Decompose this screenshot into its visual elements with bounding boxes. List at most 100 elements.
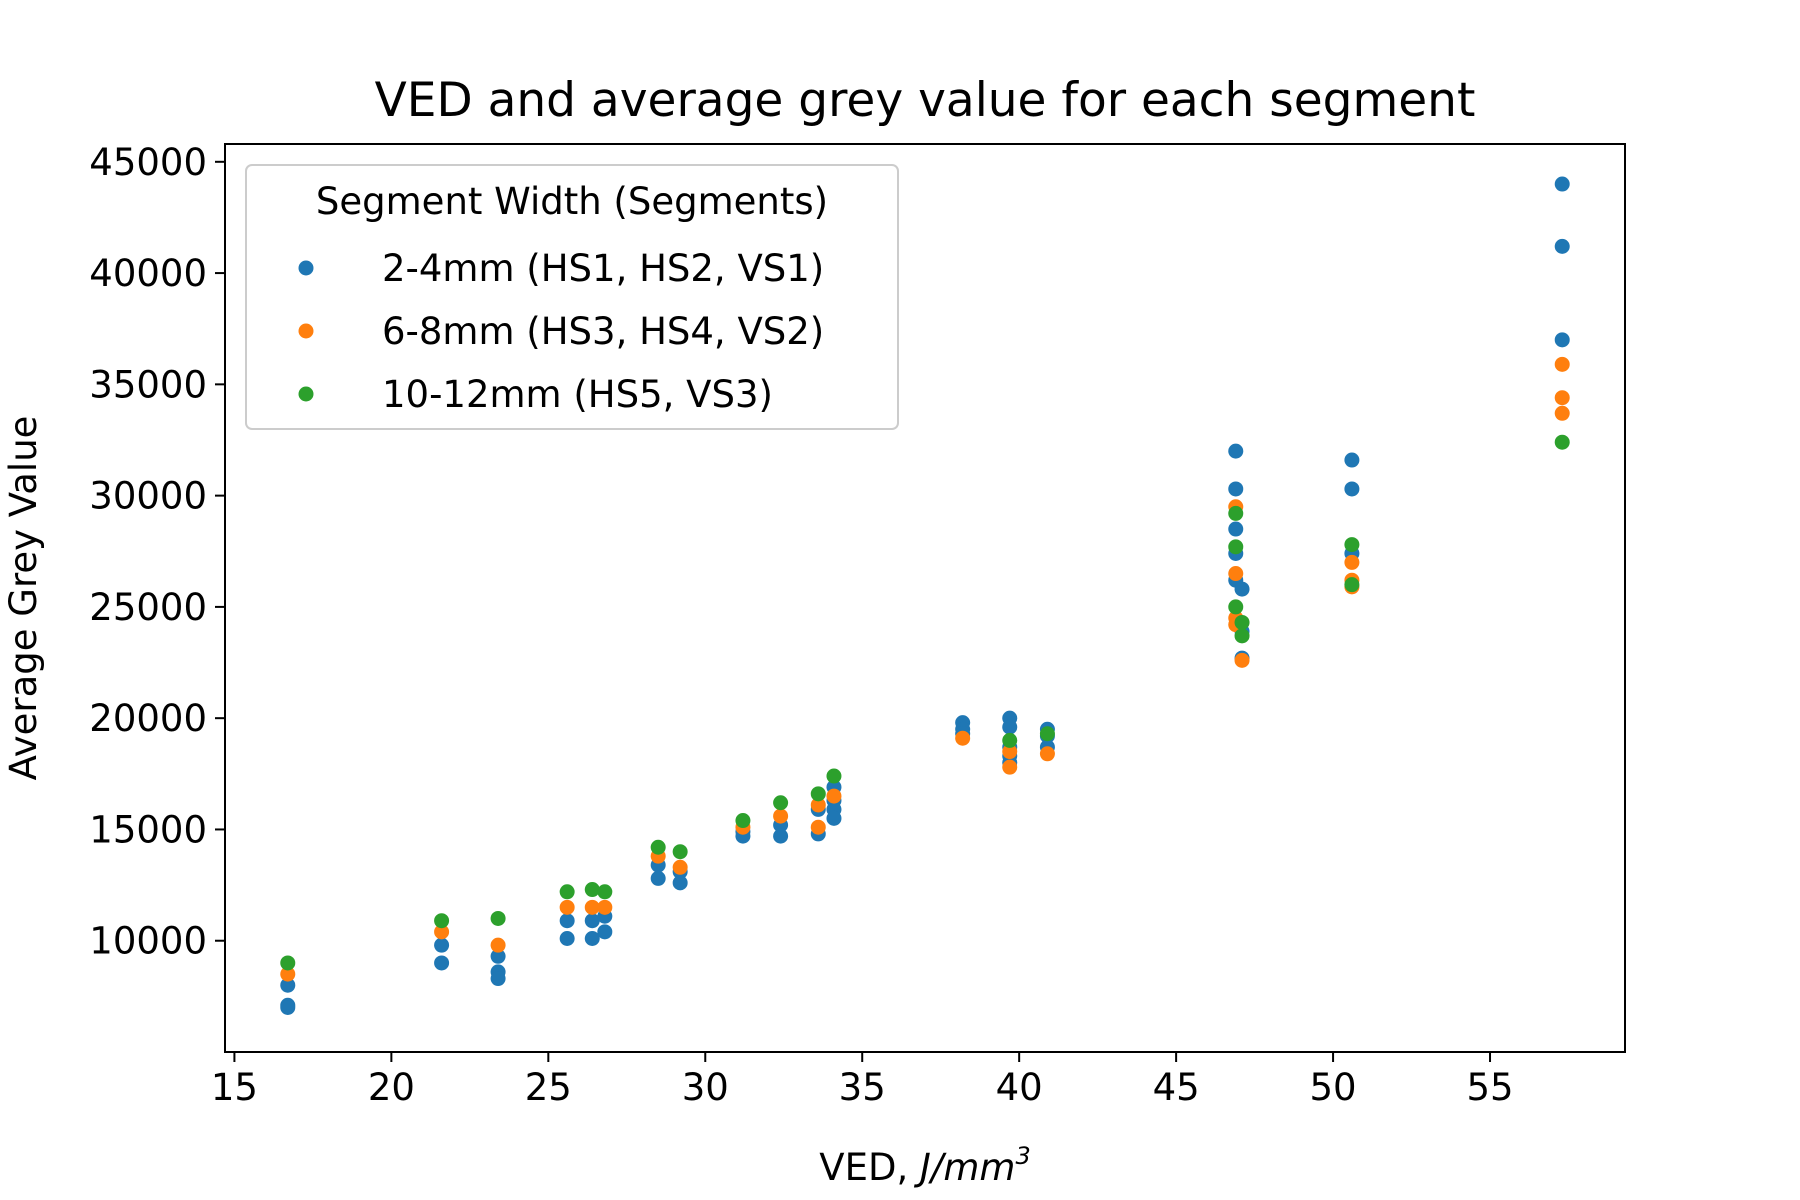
- x-axis-label-main: VED,: [819, 1146, 920, 1189]
- scatter-point: [672, 844, 688, 860]
- scatter-point: [434, 924, 450, 940]
- scatter-point: [773, 808, 789, 824]
- y-axis: 10000 15000 20000 25000 30000 35000 40000 45000: [89, 141, 225, 963]
- scatter-point: [1234, 628, 1250, 644]
- scatter-point: [1234, 581, 1250, 597]
- scatter-point: [650, 870, 666, 886]
- scatter-point: [1554, 434, 1570, 450]
- scatter-point: [1002, 732, 1018, 748]
- legend: Segment Width (Segments) 2-4mm (HS1, HS2…: [245, 164, 899, 430]
- scatter-point: [434, 913, 450, 929]
- scatter-point: [1228, 481, 1244, 497]
- scatter-point: [1228, 599, 1244, 615]
- x-tick-label: 45: [1153, 1066, 1200, 1109]
- plot-area: 15 20 25 30 35 40 45 50 55 10000 15000 20000 25000 3…: [89, 141, 1626, 1109]
- scatter-point: [597, 899, 613, 915]
- scatter-point: [773, 795, 789, 811]
- series-2: [280, 434, 1570, 971]
- scatter-point: [826, 810, 842, 826]
- scatter-point: [1344, 554, 1360, 570]
- scatter-point: [1554, 332, 1570, 348]
- scatter-point: [1344, 481, 1360, 497]
- y-axis-label: Average Grey Value: [2, 416, 45, 781]
- scatter-point: [1228, 539, 1244, 555]
- series-1: [280, 356, 1570, 982]
- x-tick-label: 15: [211, 1066, 258, 1109]
- legend-label: 10-12mm (HS5, VS3): [382, 373, 773, 416]
- y-tick-label: 40000: [89, 252, 207, 295]
- x-tick-label: 20: [368, 1066, 415, 1109]
- scatter-point: [810, 819, 826, 835]
- scatter-point: [826, 788, 842, 804]
- scatter-point: [280, 966, 296, 982]
- scatter-point: [559, 884, 575, 900]
- scatter-point: [597, 884, 613, 900]
- scatter-point: [1344, 537, 1360, 553]
- legend-marker: [298, 323, 314, 339]
- scatter-point: [280, 955, 296, 971]
- scatter-point: [1234, 652, 1250, 668]
- scatter-point: [559, 931, 575, 946]
- scatter-point: [280, 977, 296, 993]
- scatter-point: [490, 971, 506, 987]
- scatter-point: [1344, 577, 1360, 593]
- scatter-point: [650, 839, 666, 855]
- y-tick-label: 25000: [89, 586, 207, 629]
- legend-marker: [298, 260, 314, 276]
- x-axis-label-unit: J/mm: [913, 1146, 1015, 1189]
- legend-marker: [298, 386, 314, 402]
- scatter-point: [490, 910, 506, 926]
- scatter-point: [584, 899, 600, 915]
- scatter-point: [597, 924, 613, 940]
- scatter-point: [1554, 238, 1570, 254]
- scatter-point: [584, 882, 600, 898]
- data-points: [280, 176, 1570, 1015]
- legend-label: 6-8mm (HS3, HS4, VS2): [382, 310, 824, 353]
- x-tick-label: 40: [996, 1066, 1043, 1109]
- scatter-point: [810, 786, 826, 802]
- scatter-point: [584, 913, 600, 929]
- chart-title: VED and average grey value for each segm…: [375, 73, 1476, 128]
- plot-frame: [224, 143, 1626, 1053]
- scatter-point: [559, 899, 575, 915]
- x-tick-label: 50: [1310, 1066, 1357, 1109]
- scatter-point: [434, 937, 450, 953]
- scatter-point: [672, 875, 688, 891]
- scatter-point: [735, 813, 751, 829]
- legend-frame: [245, 164, 899, 430]
- y-tick-label: 35000: [89, 363, 207, 406]
- x-axis: 15 20 25 30 35 40 45 50 55: [211, 1052, 1514, 1109]
- scatter-point: [672, 859, 688, 875]
- scatter-point: [1228, 505, 1244, 521]
- y-tick-label: 30000: [89, 475, 207, 518]
- y-tick-label: 15000: [89, 808, 207, 851]
- scatter-point: [1002, 744, 1018, 760]
- scatter-point: [1554, 356, 1570, 372]
- scatter-point: [1002, 759, 1018, 775]
- scatter-point: [1554, 390, 1570, 406]
- legend-label: 2-4mm (HS1, HS2, VS1): [382, 247, 824, 290]
- x-axis-label: VED, J/mm3: [819, 1142, 1030, 1189]
- scatter-point: [280, 999, 296, 1015]
- scatter-point: [1554, 176, 1570, 192]
- x-tick-label: 30: [682, 1066, 729, 1109]
- scatter-point: [1039, 746, 1055, 762]
- y-tick-label: 10000: [89, 920, 207, 963]
- x-axis-label-superscript: 3: [1015, 1142, 1030, 1170]
- scatter-point: [810, 797, 826, 813]
- scatter-point: [584, 931, 600, 946]
- scatter-point: [434, 955, 450, 971]
- x-tick-label: 25: [525, 1066, 572, 1109]
- scatter-point: [773, 828, 789, 844]
- scatter-point: [490, 948, 506, 964]
- scatter-point: [1228, 566, 1244, 582]
- scatter-point: [955, 730, 971, 746]
- legend-entries: 2-4mm (HS1, HS2, VS1) 6-8mm (HS3, HS4, VS…: [298, 247, 824, 416]
- scatter-point: [1002, 719, 1018, 735]
- x-tick-label: 35: [839, 1066, 886, 1109]
- scatter-point: [1228, 443, 1244, 459]
- scatter-point: [1039, 726, 1055, 742]
- legend-title: Segment Width (Segments): [316, 180, 828, 223]
- scatter-point: [490, 937, 506, 953]
- x-tick-label: 55: [1466, 1066, 1513, 1109]
